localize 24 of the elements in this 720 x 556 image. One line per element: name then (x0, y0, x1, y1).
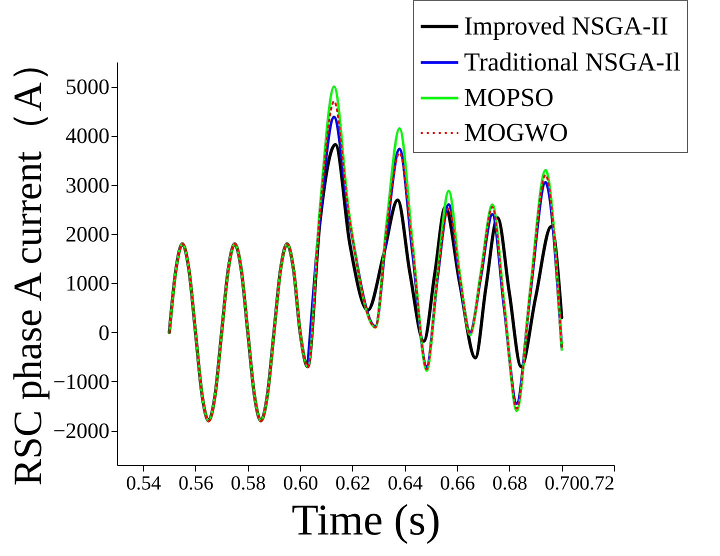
y-tick-label: 5000 (66, 74, 110, 100)
y-tick-label: 3000 (66, 172, 110, 198)
y-tick-label: 4000 (66, 123, 110, 148)
x-tick-label: 0.58 (230, 472, 266, 494)
y-axis-title: RSC phase A current（A） (5, 42, 50, 486)
x-axis-title: Time (s) (292, 496, 440, 544)
x-tick-label: 0.60 (283, 472, 318, 494)
legend-label: Improved NSGA-II (464, 12, 668, 40)
x-tick-label: 0.70 (544, 472, 580, 494)
legend-label: MOGWO (464, 118, 568, 147)
x-tick-label: 0.54 (126, 472, 162, 494)
legend-label: MOPSO (464, 83, 554, 112)
y-tick-label: 2000 (66, 222, 110, 247)
y-tick-label: 1000 (66, 270, 110, 296)
x-tick-label: 0.64 (388, 472, 423, 494)
y-tick-label: −1000 (53, 368, 110, 394)
x-tick-label: 0.72 (580, 472, 614, 494)
x-tick-label: 0.62 (335, 472, 370, 494)
x-tick-label: 0.68 (492, 472, 528, 494)
y-tick-label: 0 (98, 320, 110, 345)
legend-label: Traditional NSGA-Il (464, 48, 680, 76)
x-tick-label: 0.56 (178, 472, 214, 494)
x-tick-label: 0.66 (440, 472, 476, 494)
y-tick-label: −2000 (53, 418, 110, 444)
